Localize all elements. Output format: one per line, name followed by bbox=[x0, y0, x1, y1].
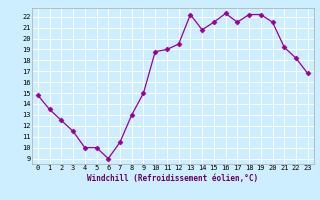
X-axis label: Windchill (Refroidissement éolien,°C): Windchill (Refroidissement éolien,°C) bbox=[87, 174, 258, 183]
